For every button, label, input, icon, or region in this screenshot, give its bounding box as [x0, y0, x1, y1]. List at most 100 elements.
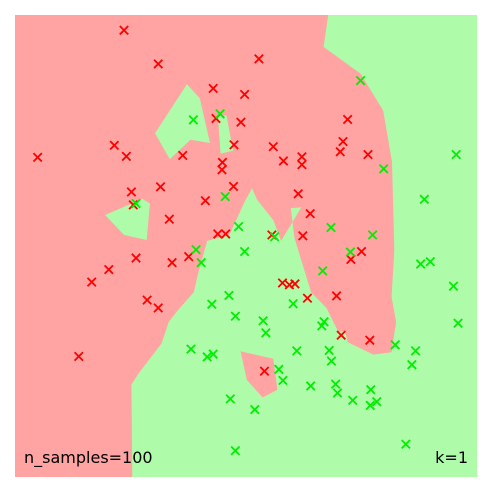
point-class-0-50 — [73, 351, 84, 362]
point-class-0-21 — [363, 149, 373, 160]
point-class-1-29 — [186, 344, 196, 354]
point-class-1-31 — [208, 349, 219, 359]
k-label: k=1 — [435, 448, 468, 467]
point-class-1-27 — [261, 328, 271, 338]
point-class-0-46 — [142, 295, 152, 305]
decision-region-2 — [217, 114, 234, 154]
point-class-1-33 — [324, 345, 334, 356]
point-class-1-6 — [419, 194, 430, 205]
point-class-0-28 — [305, 208, 316, 219]
point-class-1-17 — [425, 256, 436, 267]
point-class-0-31 — [212, 229, 223, 239]
point-class-1-42 — [365, 384, 376, 395]
point-class-1-40 — [330, 379, 341, 389]
point-class-1-49 — [401, 439, 411, 450]
point-class-1-12 — [239, 246, 250, 257]
point-class-0-2 — [254, 54, 264, 64]
point-class-1-47 — [365, 400, 376, 411]
sample-points — [32, 25, 463, 456]
point-class-0-16 — [278, 156, 289, 166]
decision-region-4 — [240, 351, 278, 398]
point-class-1-38 — [273, 364, 284, 375]
point-class-1-25 — [258, 316, 268, 326]
point-class-0-38 — [103, 264, 114, 275]
point-class-1-0 — [355, 75, 366, 86]
point-class-1-34 — [390, 340, 401, 350]
n-samples-label: n_samples=100 — [24, 448, 153, 468]
point-class-1-36 — [326, 356, 337, 366]
point-class-0-20 — [338, 136, 348, 147]
decision-regions — [105, 15, 477, 477]
point-class-0-11 — [177, 150, 188, 161]
point-class-1-41 — [305, 381, 316, 391]
point-class-0-10 — [121, 151, 132, 162]
point-class-0-40 — [277, 278, 288, 288]
point-class-1-16 — [415, 259, 426, 269]
point-class-1-15 — [196, 257, 207, 268]
point-class-0-47 — [153, 303, 164, 313]
point-class-0-18 — [297, 159, 307, 170]
point-class-0-51 — [259, 366, 270, 377]
point-class-0-36 — [131, 253, 141, 263]
point-class-1-7 — [220, 191, 231, 202]
point-class-1-14 — [345, 247, 356, 257]
decision-region-1 — [155, 84, 210, 160]
point-class-1-35 — [410, 346, 421, 356]
point-class-1-37 — [407, 359, 417, 370]
point-class-0-12 — [229, 139, 239, 150]
point-class-0-14 — [217, 157, 228, 168]
point-class-0-49 — [364, 335, 375, 346]
point-class-0-43 — [346, 254, 356, 265]
point-class-0-13 — [268, 141, 279, 152]
decision-region-5 — [336, 264, 397, 355]
point-class-0-23 — [155, 182, 166, 192]
point-class-0-29 — [164, 214, 175, 225]
decision-region-0 — [131, 15, 477, 477]
point-class-1-9 — [326, 222, 336, 233]
point-class-0-19 — [335, 146, 346, 157]
point-class-0-35 — [183, 251, 194, 262]
point-class-1-30 — [202, 352, 213, 362]
point-class-0-4 — [239, 89, 250, 100]
point-class-0-26 — [293, 188, 304, 199]
point-class-0-25 — [200, 195, 211, 206]
point-class-1-4 — [378, 164, 389, 174]
point-class-0-37 — [167, 257, 177, 268]
point-class-1-5 — [131, 198, 141, 209]
point-class-0-24 — [228, 181, 239, 192]
point-class-0-27 — [128, 200, 139, 210]
point-class-0-45 — [331, 291, 342, 301]
point-class-0-5 — [236, 117, 246, 128]
point-class-1-28 — [316, 321, 327, 331]
point-class-0-17 — [297, 151, 307, 162]
point-class-1-20 — [224, 290, 234, 301]
point-class-1-19 — [448, 281, 459, 292]
point-class-0-42 — [290, 279, 300, 289]
point-class-1-32 — [291, 346, 302, 356]
point-class-0-9 — [109, 140, 120, 151]
point-class-0-44 — [302, 293, 313, 304]
point-class-1-22 — [288, 298, 298, 309]
point-class-0-32 — [220, 229, 231, 239]
point-class-0-39 — [86, 277, 97, 287]
point-class-0-0 — [119, 25, 129, 36]
point-class-0-15 — [217, 164, 227, 175]
point-class-1-48 — [249, 404, 260, 415]
point-class-0-34 — [297, 230, 308, 241]
point-class-0-8 — [32, 152, 43, 163]
point-class-0-22 — [126, 187, 137, 197]
point-class-1-18 — [317, 266, 328, 276]
point-class-1-50 — [230, 445, 241, 456]
point-class-1-24 — [230, 311, 241, 322]
point-class-1-13 — [191, 244, 201, 255]
point-class-1-45 — [347, 395, 358, 406]
decision-region-3 — [105, 198, 150, 240]
point-class-1-44 — [225, 394, 236, 404]
point-class-0-3 — [208, 83, 219, 94]
point-class-1-21 — [206, 299, 217, 310]
point-class-1-46 — [371, 396, 382, 407]
point-class-0-7 — [342, 114, 353, 125]
point-class-1-23 — [453, 318, 463, 328]
point-class-1-3 — [451, 149, 462, 160]
